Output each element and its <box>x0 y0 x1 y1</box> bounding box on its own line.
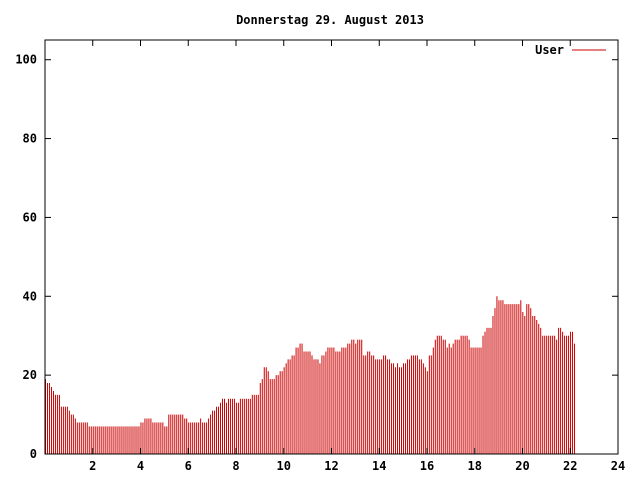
y-tick-label: 60 <box>23 210 37 224</box>
x-tick-label: 4 <box>137 459 144 473</box>
chart-title: Donnerstag 29. August 2013 <box>236 13 424 27</box>
x-tick-label: 12 <box>324 459 338 473</box>
x-tick-label: 24 <box>611 459 625 473</box>
x-tick-label: 22 <box>563 459 577 473</box>
x-tick-label: 8 <box>232 459 239 473</box>
x-tick-label: 6 <box>185 459 192 473</box>
x-tick-label: 20 <box>515 459 529 473</box>
x-axis: 2 4 6 8 10 12 14 16 18 20 22 24 <box>89 40 625 473</box>
legend-label: User <box>535 43 564 57</box>
x-tick-label: 16 <box>420 459 434 473</box>
bar-series <box>45 296 576 454</box>
y-axis: 0 20 40 60 80 100 <box>15 53 618 461</box>
x-tick-label: 14 <box>372 459 386 473</box>
x-tick-label: 2 <box>89 459 96 473</box>
y-tick-label: 20 <box>23 368 37 382</box>
x-tick-label: 18 <box>468 459 482 473</box>
y-tick-label: 80 <box>23 132 37 146</box>
y-tick-label: 0 <box>30 447 37 461</box>
y-tick-label: 100 <box>15 53 37 67</box>
legend: User <box>535 43 606 57</box>
x-tick-label: 10 <box>277 459 291 473</box>
y-tick-label: 40 <box>23 289 37 303</box>
